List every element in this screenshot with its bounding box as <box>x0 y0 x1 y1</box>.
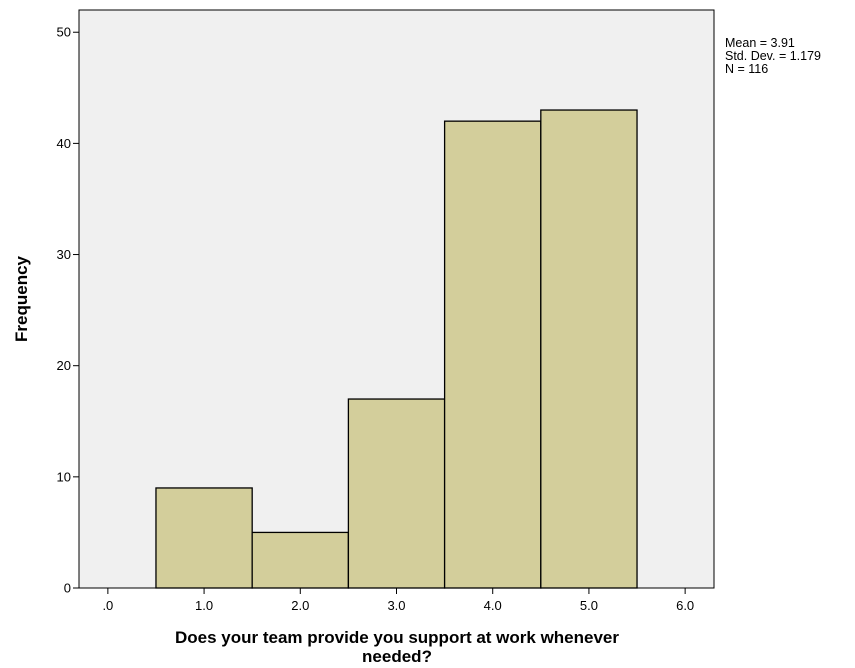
stats-n: N = 116 <box>725 62 768 76</box>
x-axis-title-line-2: needed? <box>362 647 432 666</box>
x-tick-label: 6.0 <box>676 598 694 613</box>
stats-std-dev: Std. Dev. = 1.179 <box>725 49 821 63</box>
histogram-bar-3 <box>347 398 446 589</box>
y-axis: 0 10 20 30 40 50 <box>57 25 79 596</box>
y-axis-title: Frequency <box>12 255 31 342</box>
stats-mean: Mean = 3.91 <box>725 36 795 50</box>
bars-group <box>155 109 638 589</box>
y-tick-label: 0 <box>64 581 71 596</box>
y-tick-label: 50 <box>57 25 71 40</box>
histogram-bar-1 <box>155 487 253 589</box>
y-tick-label: 10 <box>57 469 71 484</box>
x-axis: .0 1.0 2.0 3.0 4.0 5.0 6.0 <box>102 588 694 613</box>
histogram-bar-5 <box>540 109 638 589</box>
histogram-bar-2 <box>251 531 350 589</box>
x-axis-title-line-1: Does your team provide you support at wo… <box>175 628 619 647</box>
histogram-bar-4 <box>443 120 542 589</box>
y-tick-label: 40 <box>57 136 71 151</box>
x-tick-label: 3.0 <box>387 598 405 613</box>
x-tick-label: 2.0 <box>291 598 309 613</box>
y-tick-label: 20 <box>57 358 71 373</box>
x-tick-label: 1.0 <box>195 598 213 613</box>
x-tick-label: 5.0 <box>580 598 598 613</box>
y-tick-label: 30 <box>57 247 71 262</box>
x-tick-label: .0 <box>102 598 113 613</box>
x-tick-label: 4.0 <box>484 598 502 613</box>
